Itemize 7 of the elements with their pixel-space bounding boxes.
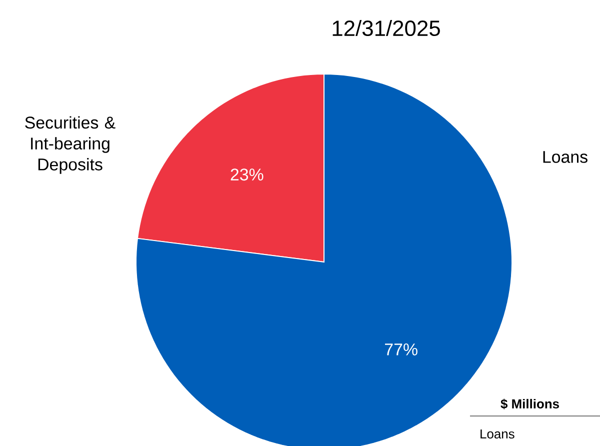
data-label: 23%	[230, 168, 264, 181]
slice-label: Loans	[543, 151, 588, 163]
text: $ Millions	[500, 398, 559, 410]
data-label: 77%	[385, 344, 418, 356]
text: Loans	[480, 429, 514, 439]
slice-label: Securities & Int-bearing Deposits	[25, 116, 116, 174]
chart-title: 12/31/2025	[332, 20, 440, 36]
